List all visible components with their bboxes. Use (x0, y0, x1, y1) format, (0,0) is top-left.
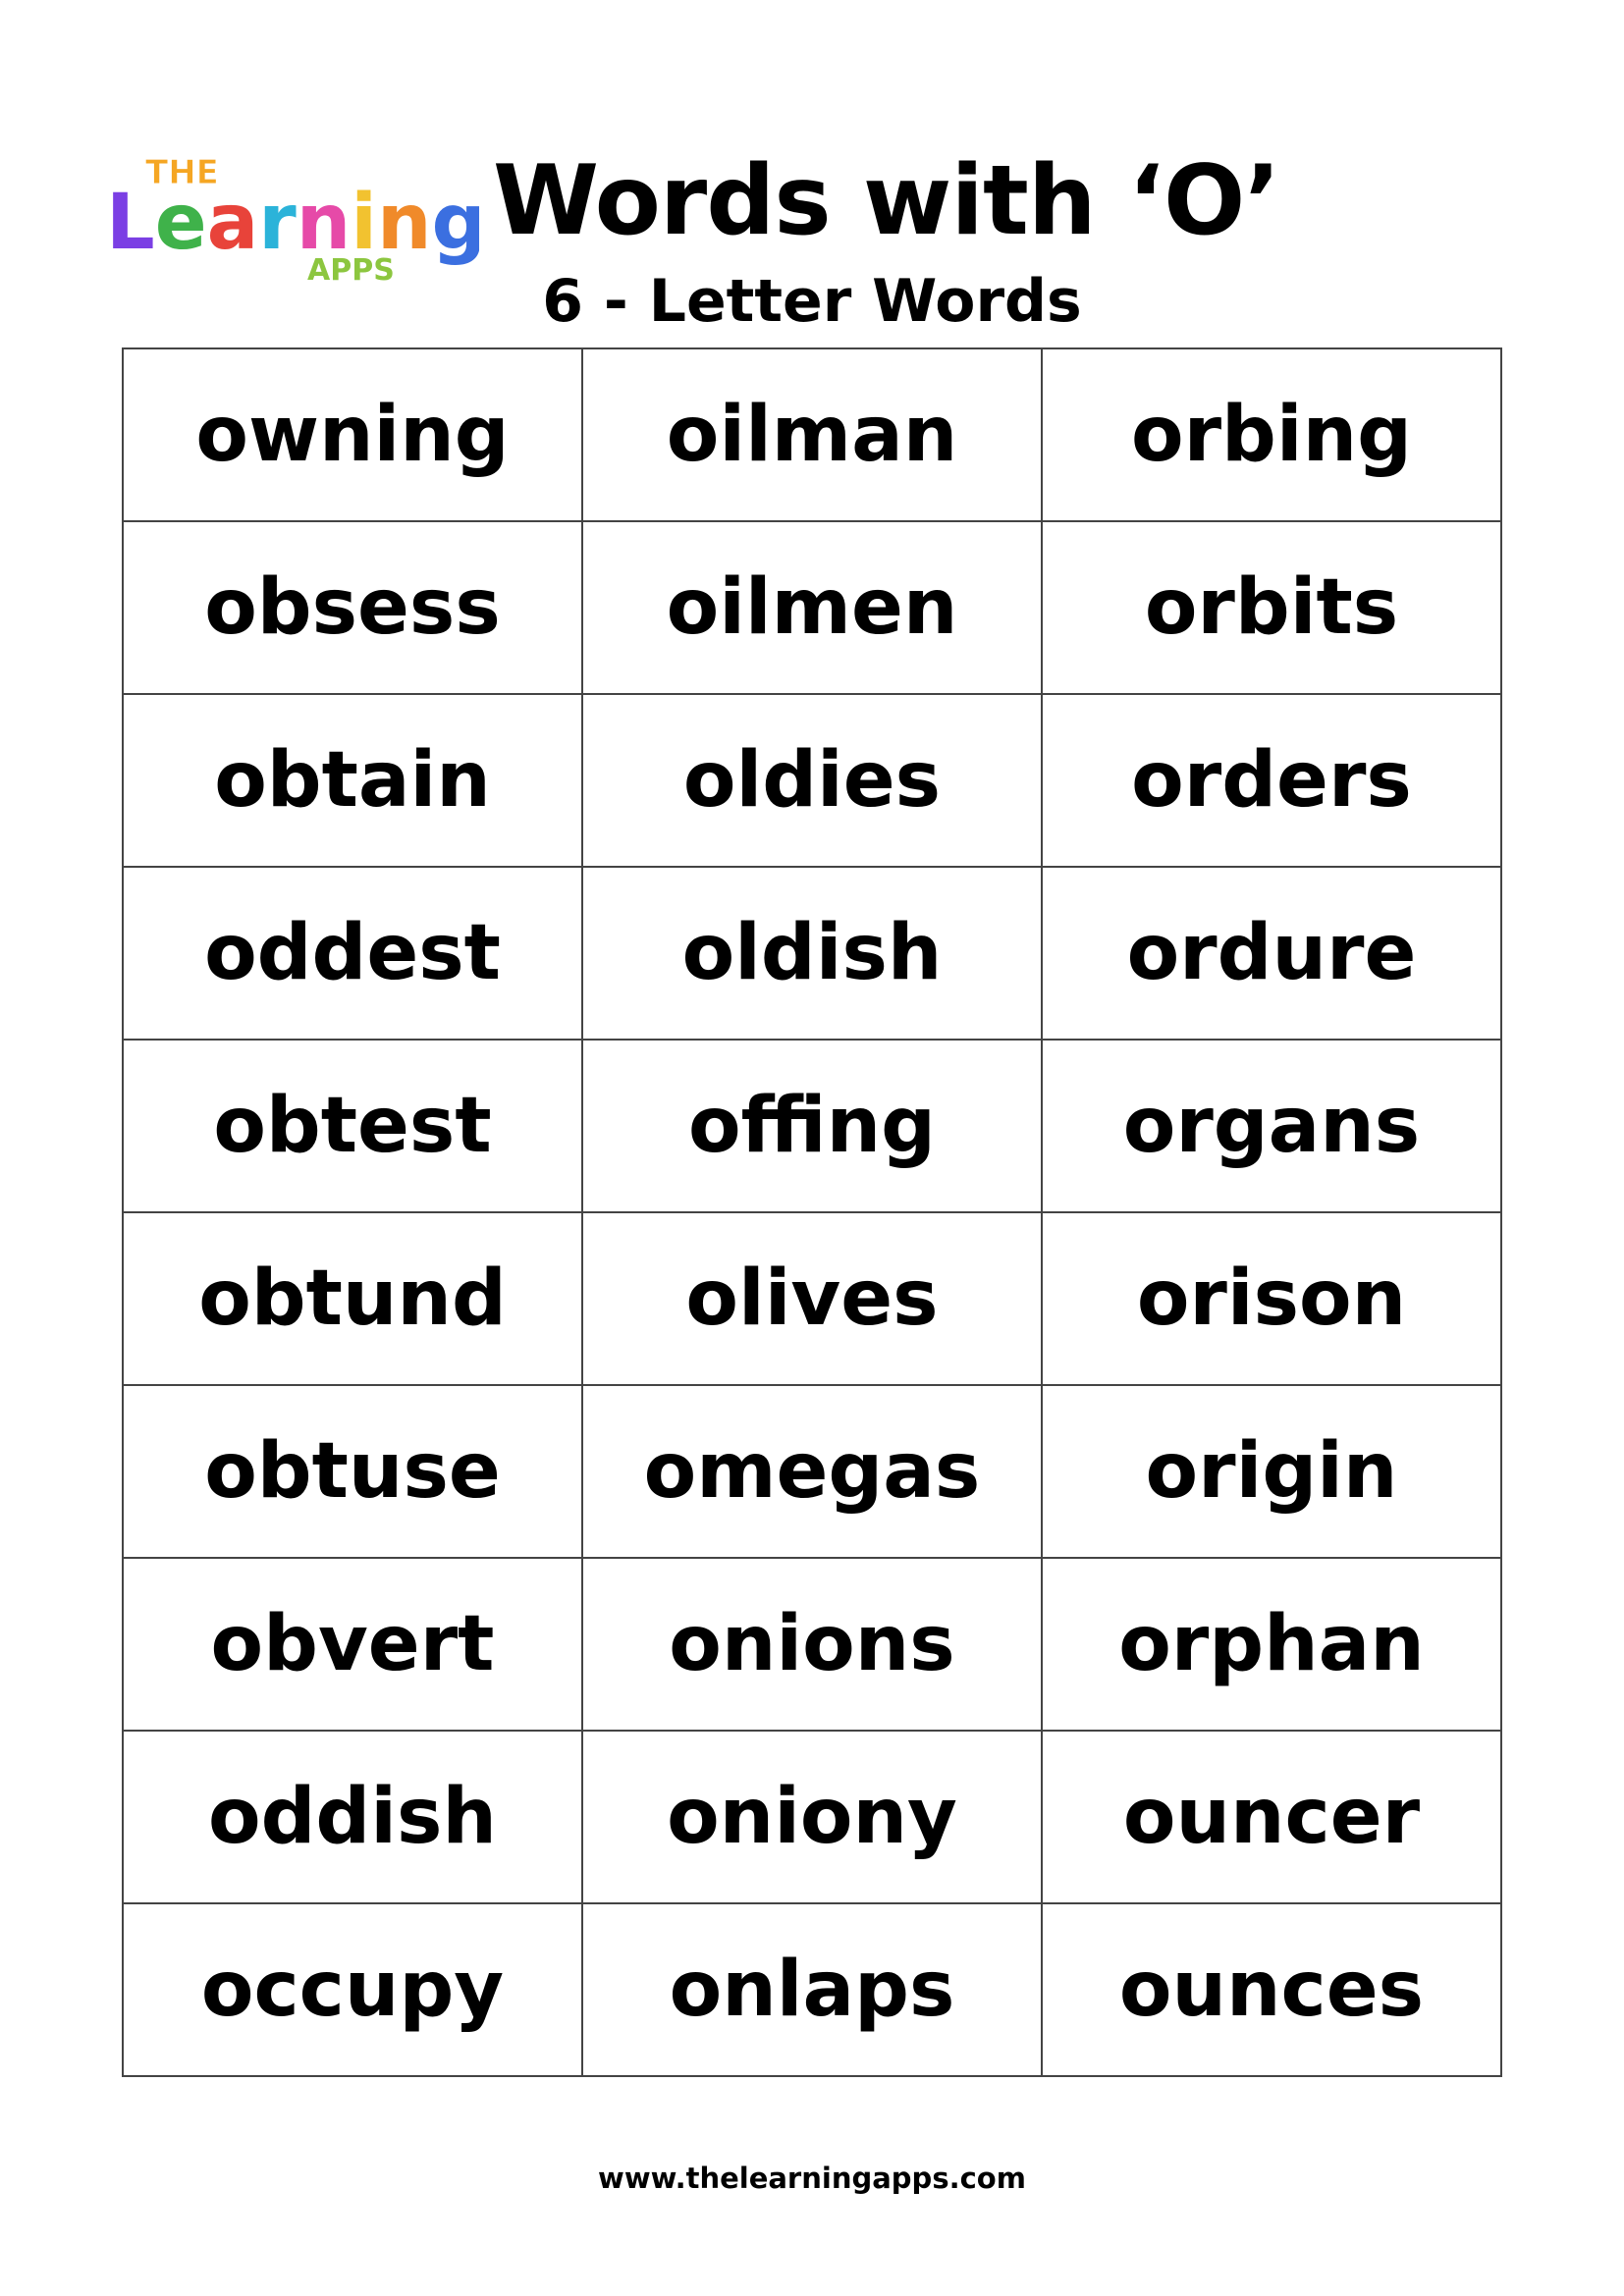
table-row: occupy onlaps ounces (122, 1902, 1502, 2077)
word-cell: oldish (581, 866, 1043, 1041)
svg-text:Learning: Learning (106, 179, 479, 267)
word-cell: ordure (1041, 866, 1502, 1041)
table-row: oddish oniony ouncer (122, 1730, 1502, 1904)
website-url: www.thelearningapps.com (598, 2162, 1026, 2195)
word-table: owning oilman orbing obsess oilmen orbits obta… (122, 347, 1502, 2077)
word-cell: ounces (1041, 1902, 1502, 2077)
word-cell: oddest (122, 866, 583, 1041)
word-cell: obtain (122, 693, 583, 868)
word-cell: oldies (581, 693, 1043, 868)
table-row: obtain oldies orders (122, 693, 1502, 868)
table-row: obtund olives orison (122, 1211, 1502, 1386)
word-cell: olives (581, 1211, 1043, 1386)
word-cell: orbits (1041, 520, 1502, 695)
word-cell: oilman (581, 347, 1043, 522)
word-cell: oniony (581, 1730, 1043, 1904)
word-cell: orders (1041, 693, 1502, 868)
table-row: obsess oilmen orbits (122, 520, 1502, 695)
word-cell: obtund (122, 1211, 583, 1386)
word-cell: orison (1041, 1211, 1502, 1386)
word-cell: owning (122, 347, 583, 522)
word-cell: orphan (1041, 1557, 1502, 1732)
word-cell: obvert (122, 1557, 583, 1732)
word-cell: oddish (122, 1730, 583, 1904)
word-cell: oilmen (581, 520, 1043, 695)
page-subtitle: 6 - Letter Words (0, 267, 1624, 336)
svg-text:APPS: APPS (307, 253, 395, 288)
word-cell: omegas (581, 1384, 1043, 1559)
word-cell: orbing (1041, 347, 1502, 522)
word-cell: obsess (122, 520, 583, 695)
page-title: Words with ‘O’ (493, 145, 1280, 257)
word-cell: onions (581, 1557, 1043, 1732)
the-learning-apps-logo: THE Learning APPS (105, 142, 488, 290)
word-cell: offing (581, 1039, 1043, 1213)
word-cell: occupy (122, 1902, 583, 2077)
word-cell: ouncer (1041, 1730, 1502, 1904)
subtitle-text: 6 - Letter Words (542, 267, 1082, 336)
table-row: obtest offing organs (122, 1039, 1502, 1213)
table-row: obvert onions orphan (122, 1557, 1502, 1732)
table-row: obtuse omegas origin (122, 1384, 1502, 1559)
word-cell: obtuse (122, 1384, 583, 1559)
word-cell: organs (1041, 1039, 1502, 1213)
table-row: oddest oldish ordure (122, 866, 1502, 1041)
word-cell: origin (1041, 1384, 1502, 1559)
svg-text:THE: THE (145, 153, 219, 192)
word-cell: onlaps (581, 1902, 1043, 2077)
word-cell: obtest (122, 1039, 583, 1213)
table-row: owning oilman orbing (122, 347, 1502, 522)
